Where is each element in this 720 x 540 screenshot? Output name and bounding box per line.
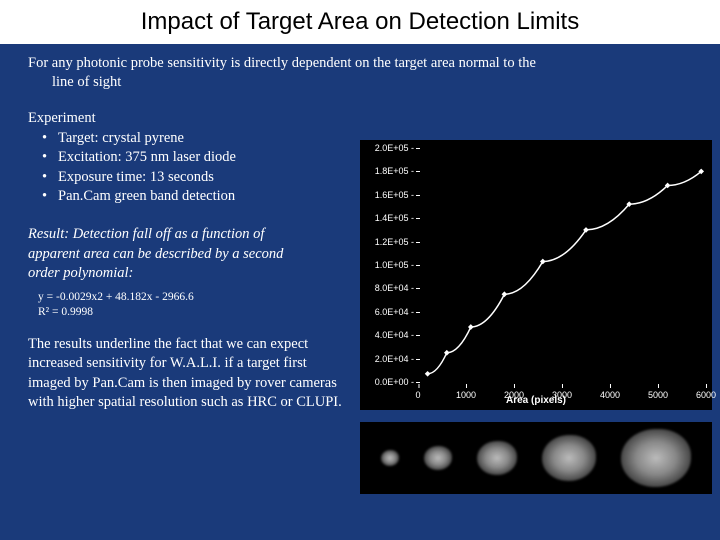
chart-ytick: 4.0E+04 - [362, 330, 414, 340]
chart-region: 0.0E+00 - 2.0E+04 - 4.0E+04 - 6.0E+04 - 8.0E… [360, 140, 712, 494]
chart-marker [468, 324, 474, 330]
equation-line: y = -0.0029x2 + 48.182x - 2966.6 [38, 291, 194, 303]
chart-xlabel: Area (pixels) [360, 395, 712, 406]
intro-line2: line of sight [28, 74, 121, 90]
chart-svg [418, 148, 706, 382]
sample-blob [621, 429, 691, 487]
experiment-label: Experiment [28, 110, 692, 127]
chart-ytick: 8.0E+04 - [362, 283, 414, 293]
intro-text: For any photonic probe sensitivity is di… [28, 54, 692, 92]
chart-ytick: 1.6E+05 - [362, 190, 414, 200]
equation-line: R² = 0.9998 [38, 306, 93, 318]
chart-ytick: 2.0E+05 - [362, 143, 414, 153]
chart-ytick: 1.8E+05 - [362, 166, 414, 176]
chart-ytick: 2.0E+04 - [362, 354, 414, 364]
sample-blob [381, 450, 399, 466]
chart-ytick: 1.2E+05 - [362, 237, 414, 247]
area-chart: 0.0E+00 - 2.0E+04 - 4.0E+04 - 6.0E+04 - 8.0E… [360, 140, 712, 410]
intro-line1: For any photonic probe sensitivity is di… [28, 55, 536, 71]
chart-ytick: 6.0E+04 - [362, 307, 414, 317]
conclusion-text: The results underline the fact that we c… [28, 335, 348, 413]
chart-ytick: 1.0E+05 - [362, 260, 414, 270]
result-text: Result: Detection fall off as a function… [28, 225, 288, 284]
chart-plot-area: 0.0E+00 -2.0E+04 -4.0E+04 -6.0E+04 -8.0E… [418, 148, 706, 382]
chart-fit-line [428, 171, 702, 373]
chart-marker [425, 371, 431, 377]
chart-marker [502, 291, 508, 297]
sample-images-strip [360, 422, 712, 494]
chart-marker [444, 350, 450, 356]
sample-blob [542, 435, 596, 481]
chart-ytick: 0.0E+00 - [362, 377, 414, 387]
page-title: Impact of Target Area on Detection Limit… [0, 0, 720, 44]
chart-ytick: 1.4E+05 - [362, 213, 414, 223]
sample-blob [424, 446, 452, 470]
sample-blob [477, 441, 517, 475]
